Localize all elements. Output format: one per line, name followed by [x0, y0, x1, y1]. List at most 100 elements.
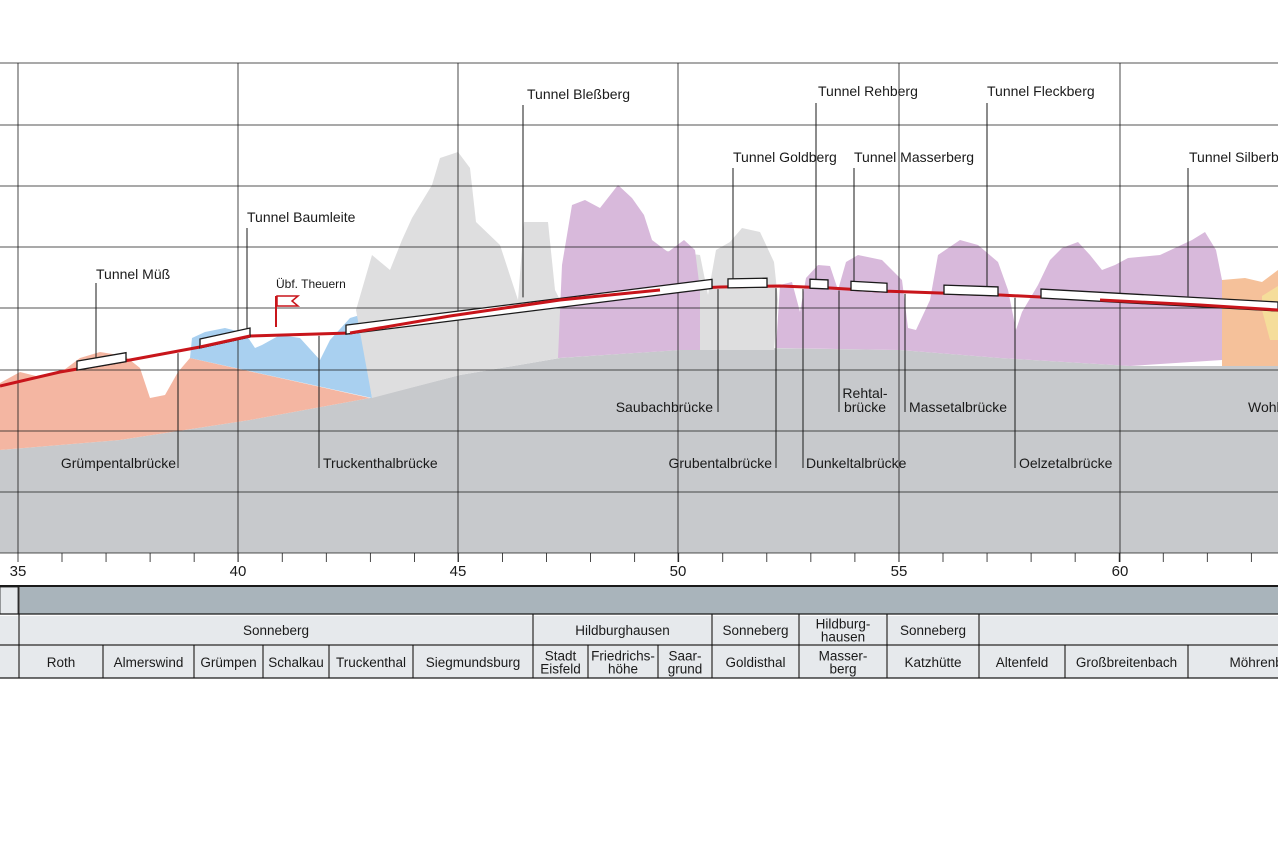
bridge-label: Oelzetalbrücke — [1019, 455, 1113, 471]
municipality-cell-bg — [980, 646, 1064, 678]
station-label: Übf. Theuern — [276, 277, 346, 291]
municipality-label: Almerswind — [114, 655, 184, 670]
municipality-cell-bg — [1189, 646, 1278, 678]
bridge-label: Saubachbrücke — [616, 399, 714, 415]
track-segment — [1099, 298, 1278, 312]
region-table: Sonneberg Hildburghausen Sonneberg Hildburg… — [0, 585, 1278, 679]
municipality-label: Truckenthal — [336, 655, 406, 670]
bridge-label: Truckenthalbrücke — [323, 455, 438, 471]
municipality-label: Siegmundsburg — [426, 655, 521, 670]
municipality-cell: Siegmundsburg — [414, 646, 532, 678]
municipality-label: Roth — [47, 655, 76, 670]
municipality-label: Friedrichs- — [591, 649, 655, 664]
terrain-salmon-west — [0, 352, 370, 450]
tunnel-marker: Tunnel Masserberg — [850, 149, 974, 293]
band-stub — [0, 586, 19, 615]
terrain-yellow — [1262, 286, 1278, 340]
tunnel-marker: Tunnel Müß — [76, 266, 170, 371]
district-cell-empty — [980, 616, 1278, 644]
municipality-cell-bg — [534, 646, 587, 678]
station-marker: Übf. Theuern — [275, 277, 346, 327]
district-cell-bg — [20, 616, 532, 644]
tunnel-marker: Tunnel Silberberg — [1040, 149, 1278, 312]
municipality-cell-bg — [888, 646, 978, 678]
tunnel-marker: Tunnel Fleckberg — [943, 83, 1095, 297]
axis-tick-label: 45 — [450, 563, 467, 580]
tunnel-label: Tunnel Goldberg — [733, 149, 837, 165]
municipality-label: Schalkau — [268, 655, 324, 670]
terrain-purple-east — [776, 232, 1222, 366]
municipality-label: höhe — [608, 662, 638, 677]
grid-lines — [0, 62, 1278, 554]
municipality-cell-bg — [589, 646, 657, 678]
municipality-cell: Roth — [20, 646, 102, 678]
municipality-cell: Grümpen — [195, 646, 262, 678]
tunnel-label: Tunnel Baumleite — [247, 209, 356, 225]
district-cell-bg — [800, 616, 886, 644]
terrain-purple — [558, 185, 700, 358]
district-cell-bg — [534, 616, 711, 644]
municipality-label: Saar- — [668, 649, 701, 664]
tunnel-label: Tunnel Silberberg — [1189, 149, 1278, 165]
bridge-marker: Grümpentalbrücke — [61, 353, 179, 471]
district-cell: Hildburg-hausen — [800, 616, 886, 645]
district-cell-bg — [713, 616, 798, 644]
bridge-marker: Massetalbrücke — [904, 293, 1007, 415]
axis-tick-label: 55 — [891, 563, 908, 580]
municipality-label: Eisfeld — [540, 662, 581, 677]
district-label: Sonneberg — [722, 623, 788, 638]
tunnel-box — [850, 280, 888, 293]
bridge-label: Grubentalbrücke — [668, 455, 772, 471]
tunnel-box — [809, 278, 829, 290]
tunnel-marker: Tunnel Rehberg — [809, 83, 918, 290]
bridge-label: Rehtal- — [842, 385, 887, 401]
municipality-label: Stadt — [545, 649, 577, 664]
district-label: Sonneberg — [243, 623, 309, 638]
municipality-cell: Masser-berg — [800, 646, 886, 678]
bridge-marker: Saubachbrücke — [616, 289, 719, 415]
tunnel-box — [76, 351, 127, 371]
bridge-marker: Dunkeltalbrücke — [802, 288, 907, 471]
municipality-cell-bg — [330, 646, 412, 678]
tunnel-marker: Tunnel Baumleite — [199, 209, 356, 349]
municipality-cell-bg — [104, 646, 193, 678]
municipality-cell: Truckenthal — [330, 646, 412, 678]
municipality-cell: Möhrenbach — [1189, 646, 1278, 678]
tunnel-box — [727, 277, 768, 289]
tunnel-label: Tunnel Masserberg — [854, 149, 974, 165]
municipality-cell: Großbreitenbach — [1066, 646, 1187, 678]
km-axis: 35 40 45 50 55 60 — [10, 553, 1252, 580]
terrain-layers — [0, 152, 1278, 553]
municipality-cell: Almerswind — [104, 646, 193, 678]
municipality-cell: Goldisthal — [713, 646, 798, 678]
district-cell-bg — [888, 616, 978, 644]
axis-tick-label: 60 — [1112, 563, 1129, 580]
tunnel-label: Tunnel Fleckberg — [987, 83, 1095, 99]
bridge-label: Massetalbrücke — [909, 399, 1007, 415]
municipality-label: Masser- — [819, 649, 868, 664]
district-label: Hildburg- — [816, 617, 871, 632]
district-stub — [0, 616, 18, 644]
bridge-label: Grümpentalbrücke — [61, 455, 176, 471]
tunnel-layer: Tunnel Müß Tunnel Baumleite Tunnel Bleßber… — [76, 83, 1278, 371]
district-cell: Sonneberg — [713, 616, 798, 644]
municipality-label: Altenfeld — [996, 655, 1049, 670]
bridge-layer: Grümpentalbrücke Truckenthalbrücke Saubach… — [61, 288, 1278, 471]
bridge-marker: Truckenthalbrücke — [318, 335, 438, 471]
tunnel-label: Tunnel Bleßberg — [527, 86, 630, 102]
bridge-label: Wohlrosetalbrücke — [1248, 399, 1278, 415]
terrain-base — [0, 348, 1278, 553]
bridge-marker: Grubentalbrücke — [668, 288, 777, 471]
bridge-marker: Rehtal-brücke — [838, 290, 888, 415]
axis-tick-label: 35 — [10, 563, 27, 580]
municipality-cell-bg — [195, 646, 262, 678]
track-segment — [349, 288, 661, 335]
tunnel-box — [943, 284, 999, 297]
municipality-cell-bg — [20, 646, 102, 678]
district-label: Hildburghausen — [575, 623, 670, 638]
municipality-stub — [0, 646, 18, 678]
district-cell: Sonneberg — [20, 616, 532, 644]
municipality-label: Goldisthal — [725, 655, 785, 670]
